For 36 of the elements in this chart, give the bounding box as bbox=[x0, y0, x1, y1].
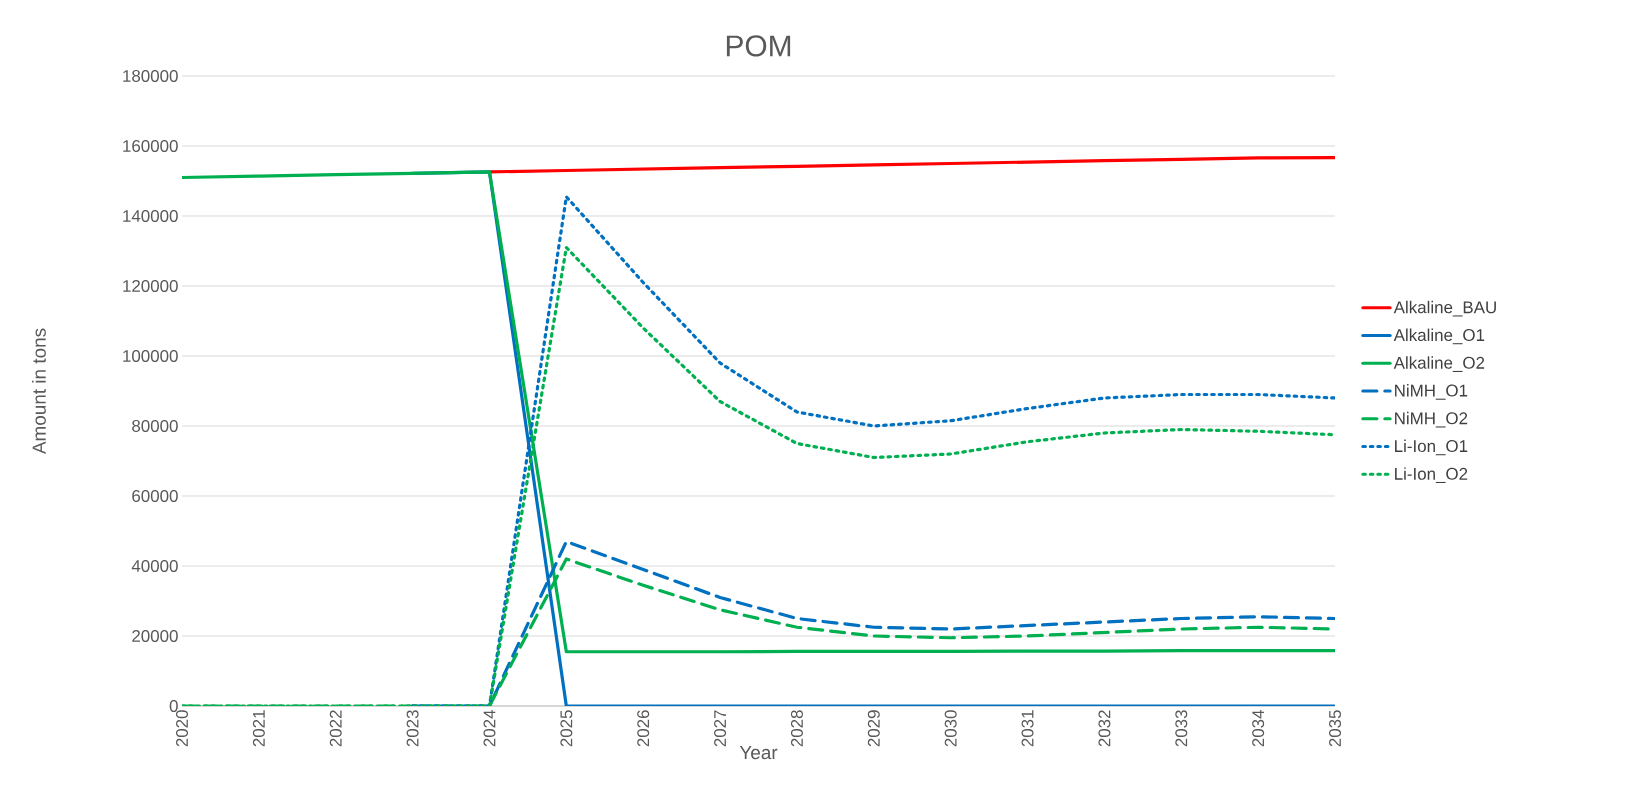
x-tick-label: 2029 bbox=[867, 710, 880, 747]
x-tick-label: 2027 bbox=[714, 710, 727, 747]
x-tick-label: 2034 bbox=[1252, 710, 1265, 747]
legend-label: Li-Ion_O2 bbox=[1395, 467, 1468, 483]
x-tick-label: 2031 bbox=[1021, 710, 1034, 747]
x-axis-title: Year bbox=[739, 746, 778, 760]
x-tick-label: 2024 bbox=[483, 710, 496, 747]
x-tick-label: 2035 bbox=[1329, 710, 1342, 747]
y-tick-label: 80000 bbox=[132, 420, 178, 432]
y-tick-label: 140000 bbox=[123, 210, 178, 222]
x-tick-label: 2032 bbox=[1098, 710, 1111, 747]
x-tick-label: 2025 bbox=[560, 710, 573, 747]
y-tick-label: 100000 bbox=[123, 350, 178, 362]
x-tick-label: 2033 bbox=[1175, 710, 1188, 747]
y-tick-label: 120000 bbox=[123, 280, 178, 292]
x-tick-label: 2030 bbox=[944, 710, 957, 747]
y-tick-label: 160000 bbox=[123, 139, 178, 152]
y-tick-label: 20000 bbox=[132, 630, 178, 642]
x-tick-label: 2028 bbox=[790, 710, 803, 747]
legend-label: Alkaline_BAU bbox=[1393, 300, 1496, 317]
chart-title: POM bbox=[726, 35, 791, 57]
y-tick-label: 60000 bbox=[132, 490, 178, 502]
legend-label: NiMH_O1 bbox=[1395, 384, 1468, 400]
x-tick-label: 2023 bbox=[406, 710, 419, 747]
y-tick-label: 40000 bbox=[131, 560, 178, 572]
legend-label: Li-Ion_O1 bbox=[1395, 439, 1468, 456]
legend-label: Alkaline_O2 bbox=[1393, 356, 1485, 372]
x-tick-label: 2021 bbox=[252, 710, 265, 747]
x-tick-label: 2026 bbox=[637, 710, 650, 747]
x-tick-label: 2020 bbox=[176, 710, 188, 747]
legend-label: NiMH_O2 bbox=[1395, 411, 1468, 428]
y-tick-label: 180000 bbox=[123, 69, 178, 82]
y-tick-label: 0 bbox=[169, 700, 178, 712]
y-axis-title: Amount in tons bbox=[31, 328, 46, 455]
legend-label: Alkaline_O1 bbox=[1393, 328, 1485, 345]
x-tick-label: 2022 bbox=[329, 710, 342, 747]
